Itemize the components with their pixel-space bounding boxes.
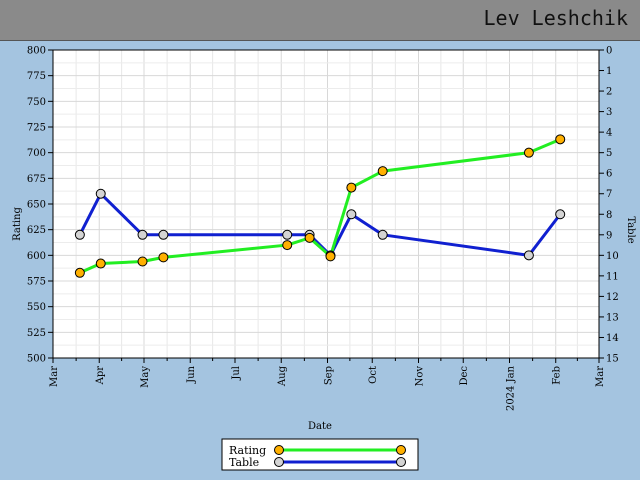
- y-right-tick-label: 13: [606, 312, 619, 323]
- legend-marker-table: [396, 457, 406, 467]
- data-point-rating: [523, 147, 534, 158]
- y-right-tick-label: 3: [606, 107, 612, 118]
- legend-marker-table: [274, 457, 284, 467]
- y-left-tick-label: 625: [27, 225, 46, 236]
- y-left-tick-label: 525: [27, 328, 46, 339]
- data-point-rating: [304, 232, 315, 243]
- data-point-table: [523, 250, 534, 261]
- player-name: Lev Leshchik: [483, 6, 629, 30]
- data-point-table: [282, 229, 293, 240]
- x-axis-title: Date: [308, 421, 332, 432]
- y-right-tick-label: 8: [606, 210, 612, 221]
- y-axis-left-title: Rating: [12, 207, 23, 241]
- x-tick-label: Mar: [595, 366, 606, 387]
- data-point-table: [95, 188, 106, 199]
- y-left-tick-label: 500: [27, 354, 46, 365]
- data-point-table: [346, 209, 357, 220]
- x-tick-label: May: [140, 366, 151, 388]
- legend-swatches: [274, 445, 406, 467]
- legend: Rating Table: [221, 438, 419, 471]
- y-right-tick-label: 11: [606, 271, 619, 282]
- data-point-rating: [282, 240, 293, 251]
- x-tick-label: 2024 Jan: [505, 365, 516, 411]
- legend-marker-rating: [396, 445, 406, 455]
- x-tick-label: Mar: [49, 366, 60, 387]
- y-axis-right-title: Table: [625, 216, 636, 243]
- x-tick-label: Oct: [368, 366, 379, 384]
- x-tick-label: Apr: [95, 366, 106, 386]
- y-left-tick-label: 600: [27, 251, 46, 262]
- y-left-tick-label: 775: [27, 71, 46, 82]
- data-point-rating: [555, 134, 566, 145]
- x-axis: Mar Apr May Jun Jul Aug Sep Oct Nov Dec 2024 Jan Fe…: [49, 358, 606, 411]
- y-right-tick-label: 2: [606, 87, 612, 98]
- y-left-tick-label: 650: [27, 200, 46, 211]
- data-point-table: [137, 229, 148, 240]
- y-right-tick-label: 10: [606, 251, 619, 262]
- y-left-tick-label: 675: [27, 174, 46, 185]
- y-left-tick-label: 725: [27, 123, 46, 134]
- legend-label-rating: Rating: [229, 444, 266, 457]
- data-point-rating: [137, 256, 148, 267]
- y-right-tick-label: 14: [606, 333, 619, 344]
- data-point-table: [377, 229, 388, 240]
- legend-label-table: Table: [229, 456, 259, 469]
- data-point-table: [74, 229, 85, 240]
- y-right-tick-label: 1: [606, 66, 612, 77]
- y-right-tick-label: 6: [606, 169, 612, 180]
- y-left-tick-label: 550: [27, 302, 46, 313]
- data-point-rating: [95, 258, 106, 269]
- x-tick-label: Sep: [323, 366, 334, 385]
- data-point-rating: [325, 251, 336, 262]
- series-layer: [74, 134, 566, 278]
- y-left-tick-label: 575: [27, 277, 46, 288]
- y-axis-left: 500 525 550 575 600 625 650 675 700 725 750 775 800: [27, 46, 53, 365]
- y-left-tick-label: 700: [27, 148, 46, 159]
- y-right-tick-label: 12: [606, 292, 619, 303]
- y-right-tick-label: 4: [606, 128, 612, 139]
- y-right-tick-label: 7: [606, 189, 612, 200]
- data-point-table: [158, 229, 169, 240]
- data-point-rating: [158, 252, 169, 263]
- y-right-tick-label: 0: [606, 46, 612, 57]
- x-tick-label: Nov: [414, 366, 425, 387]
- x-tick-label: Jun: [186, 365, 197, 383]
- y-left-tick-label: 800: [27, 46, 46, 57]
- x-tick-label: Dec: [459, 366, 470, 386]
- x-tick-label: Jul: [231, 366, 242, 381]
- data-point-rating: [346, 182, 357, 193]
- x-tick-label: Aug: [277, 365, 288, 387]
- y-left-tick-label: 750: [27, 97, 46, 108]
- legend-box: [221, 438, 419, 471]
- x-tick-label: Feb: [552, 366, 563, 385]
- data-point-table: [555, 209, 566, 220]
- header-bar: Lev Leshchik: [0, 0, 640, 41]
- data-point-rating: [377, 166, 388, 177]
- data-point-rating: [74, 267, 85, 278]
- y-right-tick-label: 9: [606, 230, 612, 241]
- y-right-tick-label: 5: [606, 148, 612, 159]
- legend-marker-rating: [274, 445, 284, 455]
- y-right-tick-label: 15: [606, 354, 619, 365]
